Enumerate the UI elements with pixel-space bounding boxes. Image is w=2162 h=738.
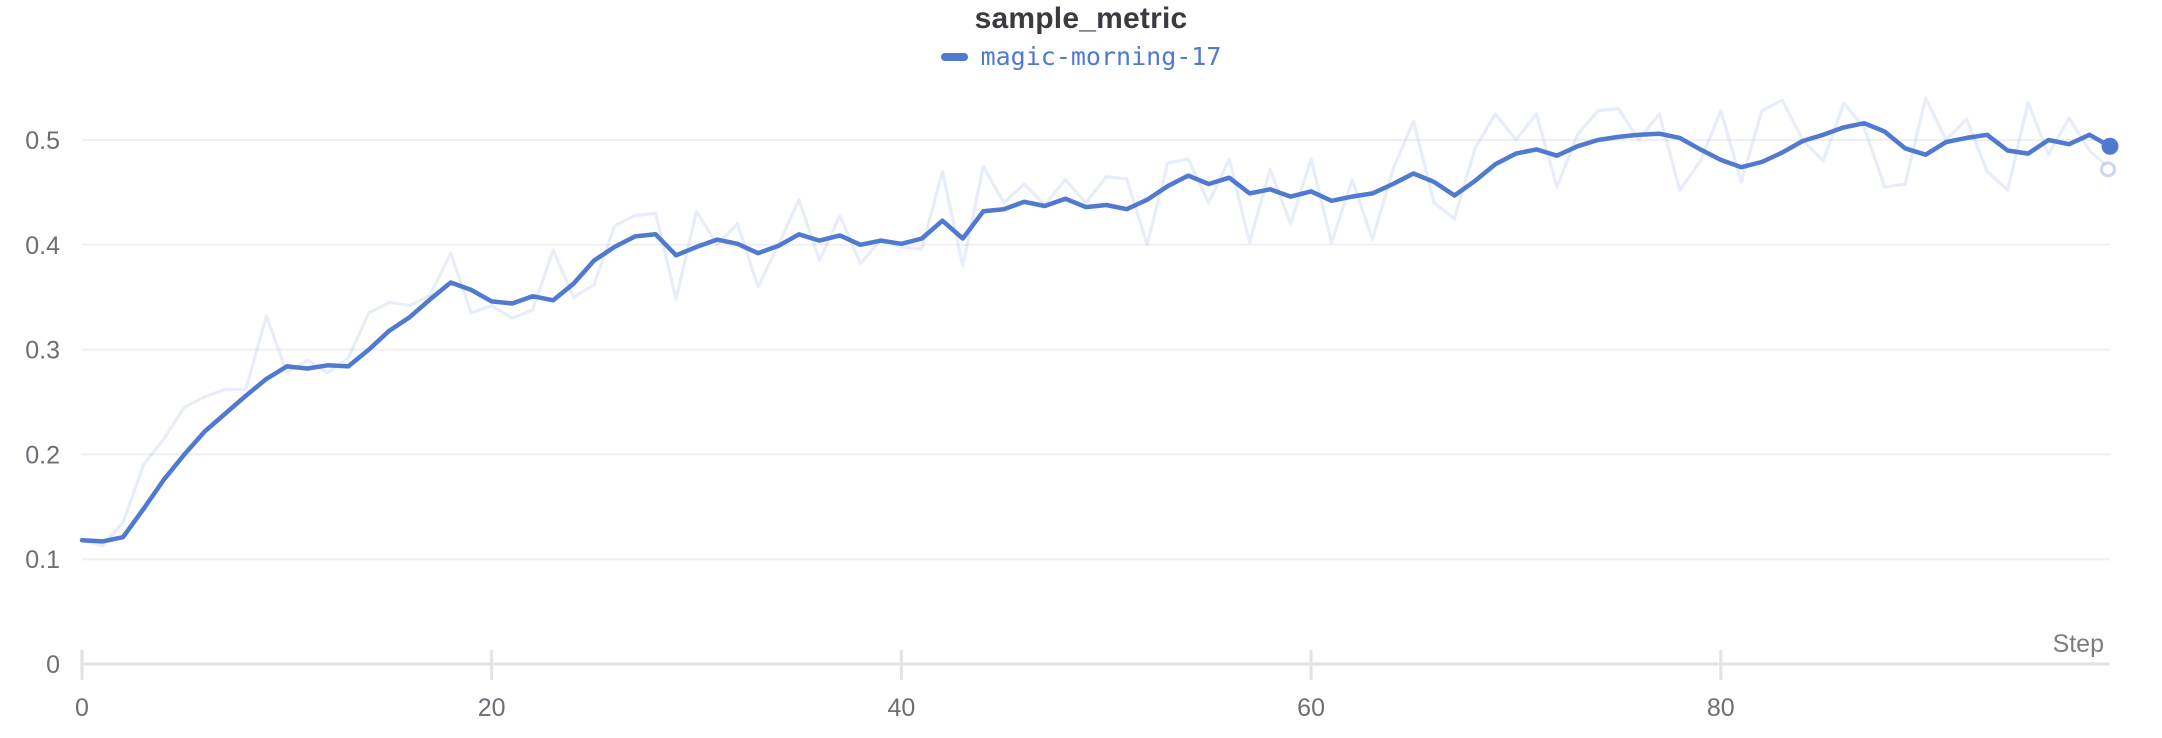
- x-tick-label: 40: [887, 694, 915, 722]
- x-tick-label: 0: [75, 694, 89, 722]
- chart-title: sample_metric: [974, 2, 1188, 35]
- y-tick-label: 0: [46, 651, 60, 679]
- run-line-original[interactable]: [80, 96, 2112, 548]
- y-tick-label: 0.3: [25, 337, 60, 365]
- x-tick-label: 80: [1707, 694, 1735, 722]
- endpoint-open-circle[interactable]: [2100, 161, 2116, 178]
- y-tick-label: 0.5: [25, 127, 60, 155]
- endpoint-dot[interactable]: [2101, 137, 2119, 155]
- x-axis-label: Step: [2053, 630, 2104, 658]
- run-line-smoothed[interactable]: [79, 120, 2113, 544]
- x-tick-label: 60: [1297, 694, 1325, 722]
- legend-run-name[interactable]: magic-morning-17: [980, 42, 1222, 71]
- x-tick-label: 20: [478, 694, 506, 722]
- y-tick-label: 0.1: [25, 546, 60, 574]
- legend[interactable]: magic-morning-17: [0, 42, 2162, 72]
- y-tick-label: 0.2: [25, 441, 60, 469]
- y-tick-label: 0.4: [25, 232, 60, 260]
- legend-swatch: [940, 53, 968, 61]
